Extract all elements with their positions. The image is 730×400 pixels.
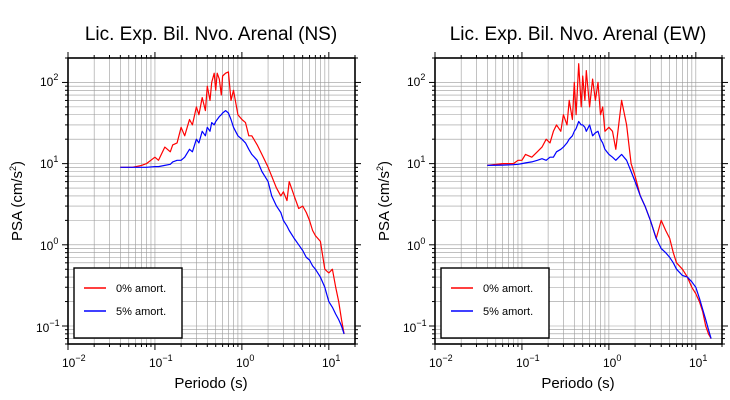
x-tick-label-ew: 100: [603, 353, 621, 370]
y-tick-label-ew: 101: [407, 154, 425, 171]
legend-label-0pct-ew: 0% amort.: [483, 283, 533, 295]
legend-ew: 0% amort. 5% amort.: [440, 267, 550, 339]
y-tick-labels-ew: 10−1 100 101 102: [403, 72, 427, 335]
series-line-5pct-ns: [120, 109, 345, 335]
x-axis-label-ns: Periodo (s): [174, 375, 247, 392]
x-tick-labels-ns: 10−2 10−1 100 101: [62, 353, 340, 370]
y-tick-label-ew: 102: [407, 72, 425, 89]
y-tick-label-ns: 101: [40, 154, 58, 171]
legend-label-5pct-ns: 5% amort.: [116, 306, 166, 318]
x-axis-label-ew: Periodo (s): [541, 375, 614, 392]
y-tick-label-ew: 100: [407, 236, 425, 253]
chart-title-ns: Lic. Exp. Bil. Nvo. Arenal (NS): [85, 24, 337, 45]
x-tick-label-ns: 101: [322, 353, 340, 370]
x-tick-label-ew: 101: [689, 353, 707, 370]
y-axis-label-ew: PSA (cm/s2): [375, 161, 393, 241]
y-tick-label-ns: 100: [40, 236, 58, 253]
plot-frame-ew: [434, 57, 723, 345]
x-tick-label-ns: 10−1: [149, 353, 173, 370]
x-tick-labels-ew: 10−2 10−1 100 101: [429, 353, 707, 370]
y-tick-label-ns: 10−1: [36, 318, 60, 335]
series-line-0pct-ns: [120, 71, 345, 335]
legend-label-5pct-ew: 5% amort.: [483, 306, 533, 318]
y-tick-labels-ns: 10−1 100 101 102: [36, 72, 60, 335]
panel-ns: Lic. Exp. Bil. Nvo. Arenal (NS) 10−2 10−…: [8, 24, 361, 392]
y-tick-label-ew: 10−1: [403, 318, 427, 335]
chart-title-ew: Lic. Exp. Bil. Nvo. Arenal (EW): [450, 24, 707, 45]
x-tick-label-ns: 100: [236, 353, 254, 370]
y-tick-label-ns: 102: [40, 72, 58, 89]
x-tick-label-ew: 10−2: [429, 353, 453, 370]
grid-ns: [67, 57, 356, 345]
series-group-ew: [487, 63, 712, 339]
plot-frame-ns: [67, 57, 356, 345]
panel-ew: Lic. Exp. Bil. Nvo. Arenal (EW) 10−2 10−…: [375, 24, 728, 392]
series-line-0pct-ew: [487, 63, 712, 339]
y-axis-label-ns: PSA (cm/s2): [8, 161, 26, 241]
legend-label-0pct-ns: 0% amort.: [116, 283, 166, 295]
legend-ns: 0% amort. 5% amort.: [73, 267, 183, 339]
legend-box-ew: [440, 267, 550, 339]
series-line-5pct-ew: [487, 120, 712, 339]
x-tick-label-ns: 10−2: [62, 353, 86, 370]
series-group-ns: [120, 71, 345, 335]
legend-box-ns: [73, 267, 183, 339]
x-tick-label-ew: 10−1: [516, 353, 540, 370]
